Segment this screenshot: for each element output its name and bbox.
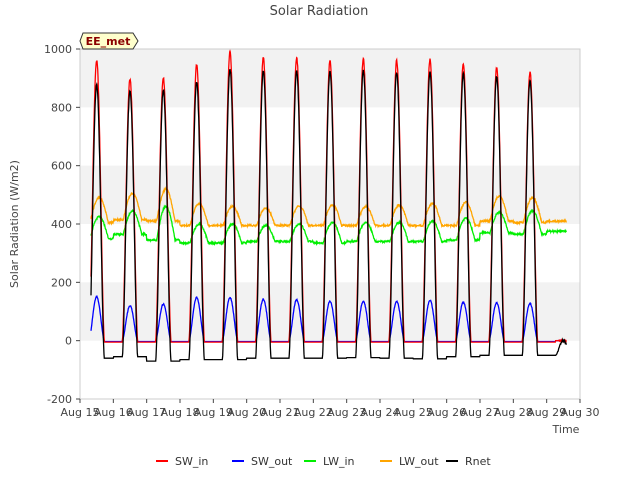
series-line-lw-out xyxy=(90,186,567,229)
y-tick-label: 0 xyxy=(65,335,72,348)
legend-label: SW_out xyxy=(251,455,293,468)
legend-label: Rnet xyxy=(465,455,491,468)
series-layer xyxy=(90,49,567,362)
chart-title: Solar Radiation xyxy=(270,4,369,19)
y-tick-label: -200 xyxy=(47,393,72,406)
y-tick-label: 1000 xyxy=(44,43,72,56)
station-badge-text: EE_met xyxy=(86,35,131,48)
x-tick-label: Aug 30 xyxy=(561,406,600,419)
x-tick-label: Aug 19 xyxy=(194,406,233,419)
legend-label: LW_out xyxy=(399,455,439,468)
x-axis-label: Time xyxy=(552,423,580,436)
grid-band xyxy=(80,165,580,224)
y-tick-label: 800 xyxy=(51,101,72,114)
station-badge-shape xyxy=(79,32,139,50)
x-tick-label: Aug 22 xyxy=(294,406,333,419)
y-tick-label: 200 xyxy=(51,276,72,289)
x-tick-label: Aug 27 xyxy=(461,406,500,419)
x-tick-label: Aug 29 xyxy=(527,406,566,419)
series-line-lw-in xyxy=(90,204,567,247)
y-axis-label: Solar Radiation (W/m2) xyxy=(8,160,21,288)
x-tick-label: Aug 24 xyxy=(361,406,400,419)
y-tick-label: 400 xyxy=(51,218,72,231)
x-tick-label: Aug 15 xyxy=(61,406,100,419)
y-axis-ticks: -200 0 200 400 600 800 1000 xyxy=(44,43,80,406)
series-line-rnet xyxy=(90,68,567,362)
x-tick-label: Aug 16 xyxy=(94,406,133,419)
x-tick-label: Aug 18 xyxy=(161,406,200,419)
chart-legend: SW_in SW_out LW_in LW_out Rnet xyxy=(156,455,491,468)
x-tick-label: Aug 20 xyxy=(227,406,266,419)
x-tick-label: Aug 28 xyxy=(494,406,533,419)
y-tick-label: 600 xyxy=(51,160,72,173)
legend-label: SW_in xyxy=(175,455,208,468)
x-tick-label: Aug 25 xyxy=(394,406,433,419)
legend-label: LW_in xyxy=(323,455,355,468)
x-tick-label: Aug 26 xyxy=(427,406,466,419)
plot-background-bands xyxy=(80,49,580,399)
grid-band xyxy=(80,49,580,108)
x-tick-label: Aug 23 xyxy=(327,406,366,419)
x-tick-label: Aug 21 xyxy=(261,406,300,419)
x-tick-label: Aug 17 xyxy=(127,406,166,419)
station-badge: EE_met xyxy=(79,32,139,50)
grid-band xyxy=(80,282,580,341)
